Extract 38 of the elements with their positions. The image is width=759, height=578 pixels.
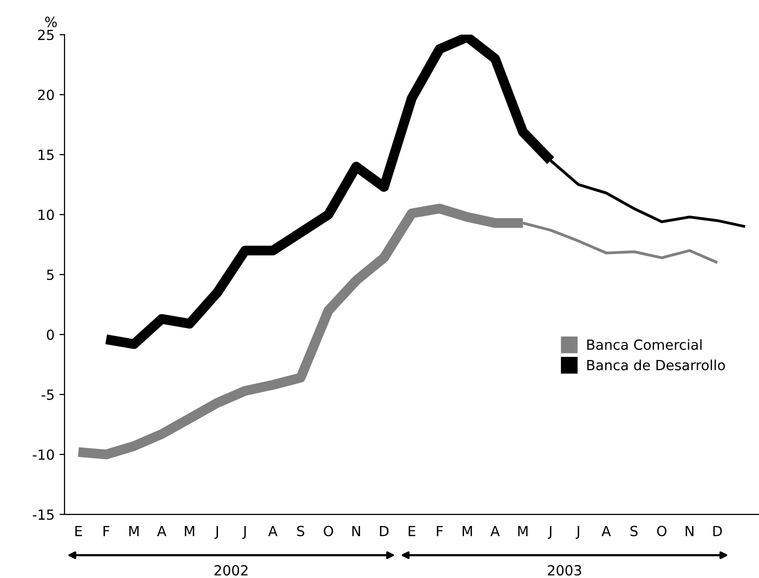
legend-label: Banca Comercial bbox=[587, 339, 702, 350]
x-tick-label: J bbox=[214, 526, 218, 539]
x-tick-label: J bbox=[576, 526, 580, 539]
x-tick-label: J bbox=[242, 526, 246, 539]
y-tick-label: 25 bbox=[38, 30, 54, 40]
y-tick-label: 10 bbox=[38, 210, 54, 220]
y-tick-label: 5 bbox=[47, 270, 54, 280]
x-tick-label: M bbox=[184, 526, 194, 536]
y-tick-label: -5 bbox=[42, 390, 54, 400]
x-tick-label: F bbox=[436, 526, 443, 536]
x-tick-label: M bbox=[462, 526, 472, 536]
x-tick-label: J bbox=[548, 526, 552, 539]
text: 2003 bbox=[548, 565, 582, 576]
y-tick-label: -10 bbox=[32, 449, 54, 460]
x-tick-label: D bbox=[713, 526, 722, 536]
x-tick-label: A bbox=[490, 526, 500, 536]
x-tick-label: D bbox=[380, 526, 389, 536]
x-tick-label: S bbox=[630, 526, 638, 536]
legend-label: Banca de Desarrollo bbox=[587, 360, 725, 370]
x-tick-label: A bbox=[268, 526, 278, 536]
x-tick-label: A bbox=[157, 526, 166, 536]
y-tick-label: 15 bbox=[38, 150, 54, 160]
y-tick-label: 0 bbox=[46, 329, 54, 340]
x-tick-label: M bbox=[518, 526, 528, 536]
y-axis-title: % bbox=[45, 16, 57, 28]
text: 2002 bbox=[214, 565, 248, 576]
x-tick-label: M bbox=[129, 526, 139, 536]
x-tick-label: S bbox=[297, 526, 304, 536]
x-tick-label: E bbox=[408, 526, 416, 536]
y-tick-label: 20 bbox=[38, 90, 54, 100]
x-tick-label: N bbox=[686, 526, 694, 536]
x-tick-label: N bbox=[352, 526, 360, 536]
x-tick-label: O bbox=[324, 526, 334, 536]
y-tick-label: -15 bbox=[32, 510, 54, 520]
x-tick-label: F bbox=[104, 526, 110, 536]
x-tick-label: E bbox=[75, 526, 82, 536]
x-tick-label: A bbox=[602, 526, 611, 536]
x-tick-label: O bbox=[657, 526, 666, 536]
